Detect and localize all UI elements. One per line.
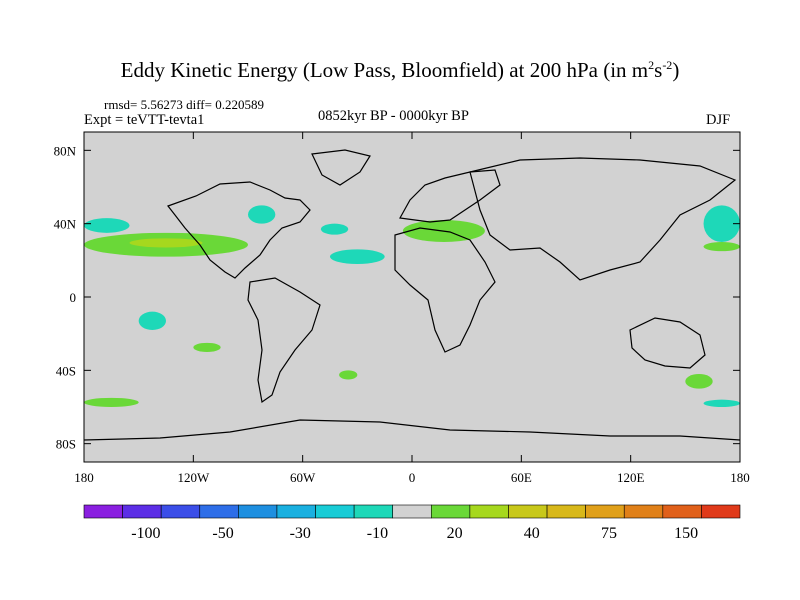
region-south-pacific-positive <box>193 342 221 352</box>
chart-title: Eddy Kinetic Energy (Low Pass, Bloomfiel… <box>120 58 680 82</box>
colorbar-box <box>160 504 201 519</box>
x-tick-label: 120W <box>177 470 210 485</box>
y-tick-label: 40S <box>56 363 76 378</box>
x-tick-label: 120E <box>617 470 645 485</box>
colorbar-label: 20 <box>447 525 463 542</box>
stats-text: rmsd= 5.56273 diff= 0.220589 <box>104 97 264 112</box>
x-tick-label: 0 <box>409 470 416 485</box>
colorbar-box <box>238 504 278 519</box>
colorbar-label: 75 <box>601 525 617 542</box>
region-north-pacific-east <box>84 218 130 233</box>
region-atlantic-subtropic-negative <box>330 249 385 264</box>
colorbar-box <box>122 504 162 519</box>
colorbar-box <box>392 504 432 519</box>
region-australia-positive <box>685 374 713 389</box>
colorbar-box <box>508 504 548 519</box>
x-tick-label: 60W <box>290 470 316 485</box>
y-tick-label: 80S <box>56 437 76 452</box>
experiment-label: Expt = teVTT-tevta1 <box>84 112 205 128</box>
colorbar-label: 40 <box>524 525 540 542</box>
colorbar-box <box>83 504 123 519</box>
map-background <box>84 132 740 462</box>
region-west-pacific-negative <box>703 205 740 243</box>
colorbar-box <box>353 504 394 519</box>
europe-coast <box>399 169 501 223</box>
region-new-zealand-negative <box>703 399 740 408</box>
colorbar-box <box>469 504 509 519</box>
x-axis: 180 120W 60W 0 60E 120E 180 <box>74 132 750 485</box>
africa-coast <box>394 227 496 353</box>
region-west-pacific-positive <box>703 242 740 252</box>
x-tick-label: 60E <box>511 470 532 485</box>
y-tick-label: 80N <box>54 143 77 158</box>
colorbar-box <box>315 504 355 519</box>
colorbar-box <box>430 504 471 519</box>
colorbar-box <box>546 504 586 519</box>
region-southern-ocean-positive <box>84 397 139 407</box>
colorbar-box <box>623 504 664 519</box>
colorbar-box <box>585 504 625 519</box>
region-north-pacific-jet-core <box>129 238 203 248</box>
colorbar-label: -30 <box>290 525 311 542</box>
season-label: DJF <box>706 112 731 128</box>
colorbar-box <box>199 504 239 519</box>
colorbar-label: -10 <box>367 525 388 542</box>
coastlines <box>83 149 741 441</box>
australia-coast <box>629 317 706 369</box>
region-atlantic-negative <box>320 223 349 235</box>
south-america-coast <box>247 277 321 404</box>
anomaly-regions <box>84 205 740 408</box>
region-north-america-east-negative <box>247 205 276 224</box>
colorbar-label: -100 <box>131 525 160 542</box>
region-south-atlantic-positive <box>339 370 358 380</box>
y-tick-label: 40N <box>54 217 77 232</box>
region-south-pacific-negative <box>138 311 166 331</box>
antarctica-coast <box>83 419 741 441</box>
x-tick-label: 180 <box>74 470 94 485</box>
asia-coast <box>469 157 737 281</box>
period-label: 0852kyr BP - 0000kyr BP <box>318 108 469 124</box>
x-tick-label: 180 <box>730 470 750 485</box>
colorbar-label: -50 <box>212 525 233 542</box>
colorbar-box <box>276 504 316 519</box>
colorbar-box <box>701 504 741 519</box>
colorbar: -100 -50 -30 -10 20 40 75 150 <box>83 504 741 542</box>
greenland-coast <box>311 149 371 186</box>
north-america-coast <box>167 181 311 279</box>
colorbar-label: 150 <box>674 525 698 542</box>
y-axis: 80N 40N 0 40S 80S <box>54 143 740 452</box>
colorbar-box <box>662 504 702 519</box>
y-tick-label: 0 <box>70 290 77 305</box>
